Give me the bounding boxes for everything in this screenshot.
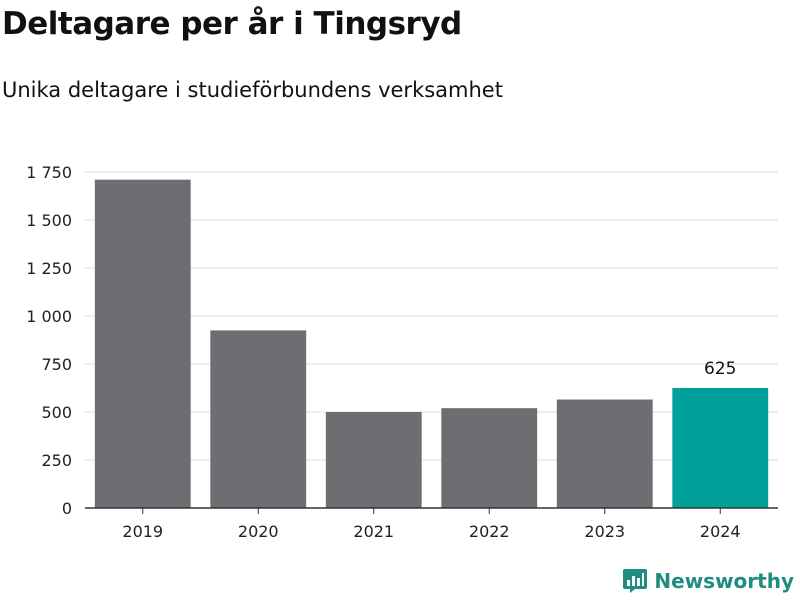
x-tick-label: 2023	[584, 522, 625, 541]
chart-subtitle: Unika deltagare i studieförbundens verks…	[2, 78, 503, 102]
y-tick-label: 0	[62, 499, 72, 518]
brand-logo: Newsworthy	[622, 568, 794, 594]
bar	[441, 408, 538, 508]
y-tick-label: 250	[41, 451, 72, 470]
y-tick-label: 500	[41, 403, 72, 422]
y-tick-label: 1 750	[26, 163, 72, 182]
bar-chart-icon	[623, 569, 648, 593]
bar	[325, 412, 422, 508]
data-label: 625	[704, 359, 736, 379]
x-tick-label: 2022	[469, 522, 510, 541]
y-tick-label: 1 250	[26, 259, 72, 278]
bar	[672, 388, 769, 508]
bar	[94, 179, 191, 508]
y-tick-label: 750	[41, 355, 72, 374]
bar	[210, 330, 307, 508]
x-tick-label: 2021	[353, 522, 394, 541]
x-tick-label: 2024	[700, 522, 741, 541]
y-tick-label: 1 000	[26, 307, 72, 326]
chart-title: Deltagare per år i Tingsryd	[2, 6, 462, 42]
x-tick-label: 2019	[122, 522, 163, 541]
y-tick-label: 1 500	[26, 211, 72, 230]
bar	[556, 399, 653, 508]
brand-name: Newsworthy	[654, 569, 794, 593]
x-tick-label: 2020	[238, 522, 279, 541]
